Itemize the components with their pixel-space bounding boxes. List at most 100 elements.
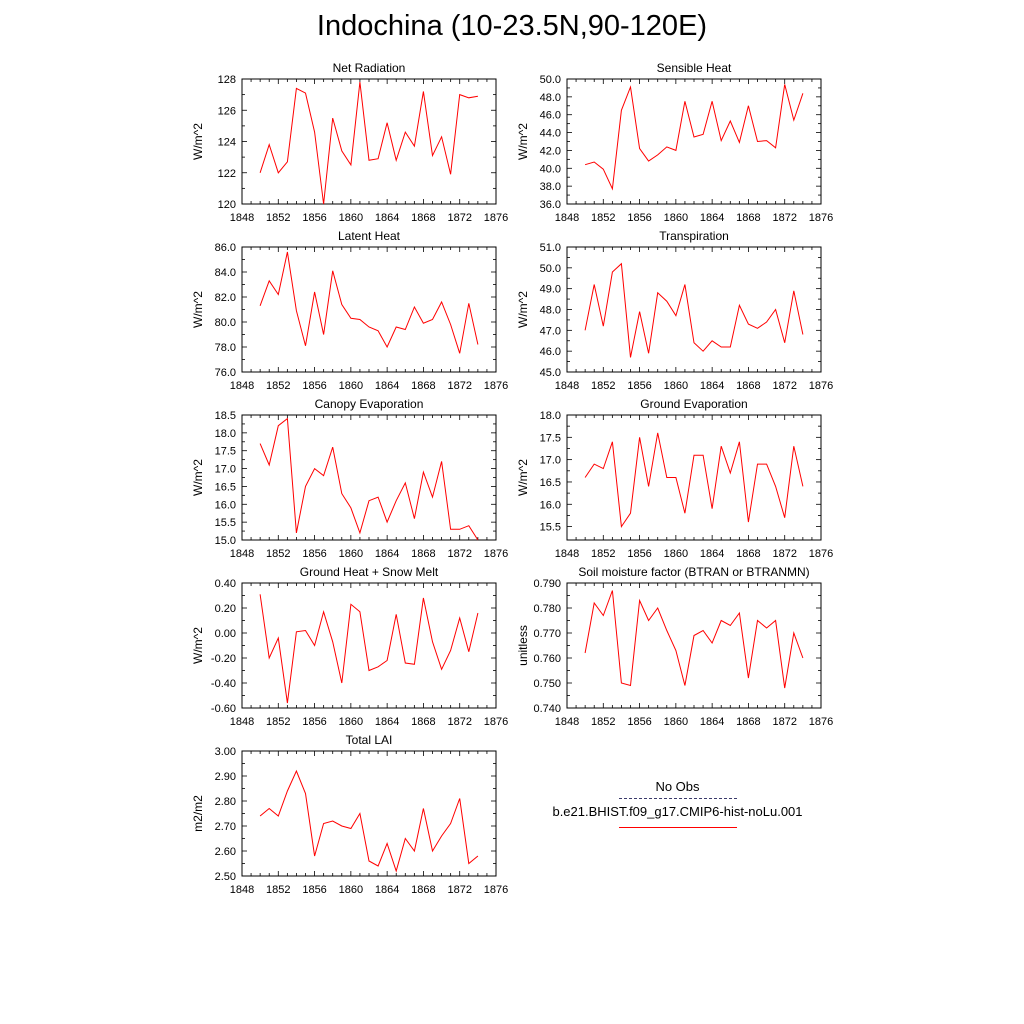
panel-title: Net Radiation [333, 61, 406, 75]
y-axis-label: W/m^2 [191, 291, 205, 328]
x-tick-label: 1868 [411, 212, 435, 224]
x-tick-label: 1864 [700, 716, 724, 728]
y-tick-label: 45.0 [540, 367, 561, 379]
plot-frame [241, 414, 497, 541]
panel-title: Latent Heat [338, 229, 401, 243]
panel-6: 1848 1852 1856 1860 1864 1868 1872 1876 15.5 16.0… [516, 397, 833, 560]
y-tick-label: 48.0 [540, 92, 561, 104]
y-tick-label: 17.5 [540, 432, 561, 444]
y-tick-label: 15.5 [215, 517, 236, 529]
x-tick-label: 1848 [555, 212, 579, 224]
panel-title: Soil moisture factor (BTRAN or BTRANMN) [578, 565, 809, 579]
y-tick-label: 2.70 [215, 821, 236, 833]
panel-title: Total LAI [346, 733, 393, 747]
y-tick-label: 0.20 [215, 603, 236, 615]
x-tick-label: 1872 [447, 548, 471, 560]
y-tick-label: 78.0 [215, 342, 236, 354]
y-tick-label: 2.80 [215, 796, 236, 808]
y-axis-label: W/m^2 [516, 123, 530, 160]
x-tick-label: 1856 [627, 380, 651, 392]
legend: No Obs b.e21.BHIST.f09_g17.CMIP6-hist-no… [520, 778, 835, 828]
panel-title: Transpiration [659, 229, 729, 243]
y-tick-label: 76.0 [215, 367, 236, 379]
y-tick-label: 38.0 [540, 181, 561, 193]
x-tick-label: 1848 [230, 212, 254, 224]
y-tick-label: 86.0 [215, 242, 236, 254]
x-tick-label: 1856 [302, 548, 326, 560]
y-tick-label: 82.0 [215, 292, 236, 304]
y-axis-label: m2/m2 [191, 795, 205, 832]
x-tick-label: 1856 [627, 716, 651, 728]
x-tick-label: 1848 [555, 380, 579, 392]
x-tick-label: 1860 [664, 212, 688, 224]
y-tick-label: -0.20 [211, 653, 236, 665]
x-tick-label: 1860 [339, 548, 363, 560]
x-tick-label: 1876 [809, 548, 833, 560]
series-line [584, 432, 804, 529]
x-tick-label: 1852 [591, 548, 615, 560]
x-tick-label: 1864 [700, 548, 724, 560]
series-line [259, 594, 479, 704]
x-tick-label: 1856 [302, 884, 326, 896]
panel-4: 1848 1852 1856 1860 1864 1868 1872 1876 45.0 46.0… [516, 229, 833, 392]
page-title: Indochina (10-23.5N,90-120E) [316, 10, 708, 42]
y-tick-label: 2.90 [215, 771, 236, 783]
y-tick-label: 17.0 [215, 464, 236, 476]
x-tick-label: 1856 [302, 380, 326, 392]
series-line [259, 82, 478, 205]
x-tick-label: 1856 [302, 716, 326, 728]
panel-8: 1848 1852 1856 1860 1864 1868 1872 1876 0.740 0.7… [516, 565, 833, 728]
y-axis-label: W/m^2 [516, 291, 530, 328]
y-tick-label: 18.0 [540, 410, 561, 422]
series-line [584, 590, 804, 689]
y-tick-label: 84.0 [215, 267, 236, 279]
x-tick-label: 1848 [555, 548, 579, 560]
x-tick-label: 1852 [591, 380, 615, 392]
x-tick-label: 1864 [375, 884, 399, 896]
x-tick-label: 1856 [627, 548, 651, 560]
panel-2: 1848 1852 1856 1860 1864 1868 1872 1876 36.0 38.0… [516, 61, 833, 224]
plot-frame [566, 414, 822, 541]
x-tick-label: 1864 [375, 716, 399, 728]
x-tick-label: 1872 [447, 212, 471, 224]
plot-frame [566, 246, 822, 373]
plot-frame [566, 582, 822, 709]
y-tick-label: 2.60 [215, 846, 236, 858]
y-tick-label: 15.5 [540, 522, 561, 534]
y-tick-label: 0.770 [533, 628, 561, 640]
x-tick-label: 1868 [736, 716, 760, 728]
y-tick-label: 46.0 [540, 346, 561, 358]
x-tick-label: 1864 [375, 212, 399, 224]
x-tick-label: 1860 [339, 884, 363, 896]
x-tick-label: 1864 [375, 548, 399, 560]
y-tick-label: 44.0 [540, 128, 561, 140]
y-tick-label: 126 [218, 105, 236, 117]
x-tick-label: 1856 [627, 212, 651, 224]
x-tick-label: 1876 [484, 548, 508, 560]
series-line [584, 262, 804, 358]
y-tick-label: 46.0 [540, 110, 561, 122]
y-tick-label: 0.760 [533, 653, 561, 665]
y-tick-label: 15.0 [215, 535, 236, 547]
series-line [259, 251, 479, 354]
y-tick-label: -0.40 [211, 678, 236, 690]
y-tick-label: 2.50 [215, 871, 236, 883]
y-tick-label: 80.0 [215, 317, 236, 329]
y-tick-label: 40.0 [540, 163, 561, 175]
x-tick-label: 1860 [664, 716, 688, 728]
series-line [259, 417, 479, 541]
legend-run-label: b.e21.BHIST.f09_g17.CMIP6-hist-noLu.001 [552, 804, 803, 819]
series-line [584, 84, 804, 191]
x-tick-label: 1860 [339, 380, 363, 392]
legend-obs-line [618, 798, 737, 799]
y-axis-label: W/m^2 [516, 459, 530, 496]
x-tick-label: 1872 [772, 212, 796, 224]
x-tick-label: 1872 [772, 380, 796, 392]
y-tick-label: 0.00 [215, 628, 236, 640]
y-tick-label: 42.0 [540, 145, 561, 157]
y-tick-label: 48.0 [540, 305, 561, 317]
y-tick-label: 124 [218, 137, 236, 149]
y-tick-label: 50.0 [540, 74, 561, 86]
y-tick-label: -0.60 [211, 703, 236, 715]
x-tick-label: 1872 [772, 548, 796, 560]
